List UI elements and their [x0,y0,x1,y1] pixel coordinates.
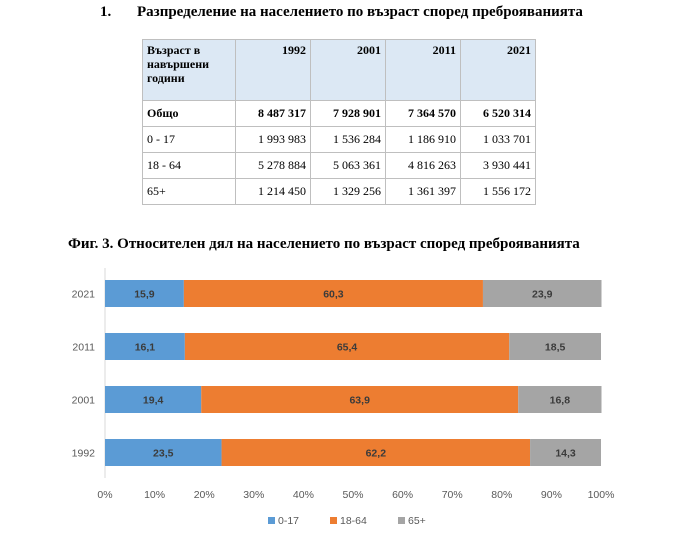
bar-segment [183,280,483,307]
x-tick-label: 20% [194,489,215,501]
section-title: Разпределение на населението по възраст … [137,4,583,20]
data-label: 60,3 [323,289,344,301]
category-label: 1992 [72,448,96,460]
row-label: 18 - 64 [142,152,236,179]
bar-segment [509,333,601,360]
x-tick-label: 90% [541,489,562,501]
table-row: Общо 8 487 317 7 928 901 7 364 570 6 520… [142,100,536,127]
x-tick-label: 100% [588,489,615,501]
bar-segment [184,333,510,360]
data-label: 19,4 [143,395,164,407]
bar-segment [105,280,184,307]
population-table: Възраст в навършени години 1992 2001 201… [142,39,536,205]
bar-segment [518,386,602,413]
bar-segment [201,386,519,413]
category-label: 2001 [72,395,96,407]
year-header: 2021 [460,39,536,101]
section-number: 1. [100,4,112,20]
data-label: 62,2 [366,448,387,460]
corner-header: Възраст в навършени години [142,39,236,101]
legend-label: 18-64 [340,515,367,527]
data-label: 16,1 [135,342,156,354]
year-header: 2001 [310,39,386,101]
bar-segment [105,386,202,413]
table-cell: 6 520 314 [460,100,536,127]
x-tick-label: 0% [97,489,112,501]
figure-title: Фиг. 3. Относителен дял на населението п… [68,236,580,252]
category-label: 2021 [72,289,96,301]
category-label: 2011 [72,342,95,354]
row-label: 0 - 17 [142,126,236,153]
table-cell: 1 361 397 [385,178,461,205]
table-cell: 5 278 884 [235,152,311,179]
bar-segment [221,439,531,466]
x-tick-label: 70% [442,489,463,501]
legend-swatch [268,517,275,524]
table-header-row: Възраст в навършени години 1992 2001 201… [142,39,536,101]
bar-segment [105,333,185,360]
table-cell: 1 556 172 [460,178,536,205]
table-cell: 7 928 901 [310,100,386,127]
row-label: 65+ [142,178,236,205]
legend-label: 0-17 [278,515,299,527]
table-cell: 1 329 256 [310,178,386,205]
bar-segment [482,280,602,307]
data-label: 15,9 [134,289,155,301]
x-tick-label: 60% [392,489,413,501]
data-label: 63,9 [349,395,370,407]
data-label: 23,5 [153,448,174,460]
legend-swatch [330,517,337,524]
x-tick-label: 40% [293,489,314,501]
legend-swatch [398,517,405,524]
year-header: 2011 [385,39,461,101]
legend-label: 65+ [408,515,426,527]
table-cell: 8 487 317 [235,100,311,127]
table-cell: 7 364 570 [385,100,461,127]
x-tick-label: 50% [342,489,363,501]
table-row: 65+ 1 214 450 1 329 256 1 361 397 1 556 … [142,178,536,205]
row-label: Общо [142,100,236,127]
bar-segment [530,439,601,466]
bar-segment [105,439,222,466]
data-label: 65,4 [337,342,358,354]
table-cell: 1 186 910 [385,126,461,153]
x-tick-label: 10% [144,489,165,501]
year-header: 1992 [235,39,311,101]
x-tick-label: 30% [243,489,264,501]
data-label: 18,5 [545,342,566,354]
table-cell: 3 930 441 [460,152,536,179]
data-label: 23,9 [532,289,553,301]
x-tick-label: 80% [491,489,512,501]
data-label: 14,3 [555,448,576,460]
table-cell: 1 033 701 [460,126,536,153]
data-label: 16,8 [550,395,571,407]
